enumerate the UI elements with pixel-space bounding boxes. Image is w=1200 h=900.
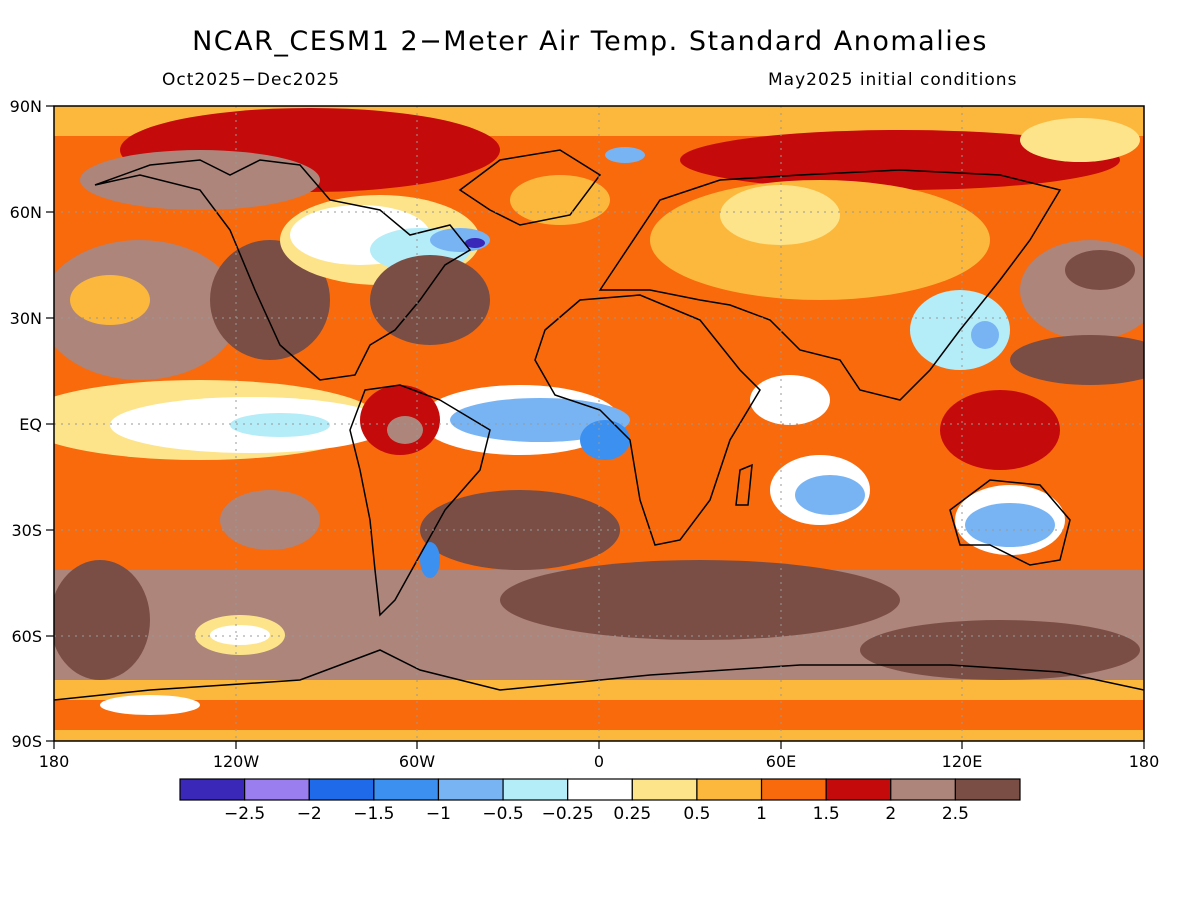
colorbar-swatch [308, 778, 375, 801]
colorbar-swatch [631, 778, 698, 801]
ne-pacific-anomaly [210, 240, 330, 360]
siberia-mild [720, 185, 840, 245]
lon-label-180w: 180 [39, 752, 70, 771]
lon-label-60e: 60E [766, 752, 796, 771]
colorbar-label: 0.5 [683, 804, 710, 824]
colorbar-label: 0.25 [613, 804, 651, 824]
africa-eurasia-coast [534, 294, 761, 546]
north-pacific-core [70, 275, 150, 325]
lon-label-120e: 120E [942, 752, 983, 771]
north-atlantic-warm [370, 255, 490, 345]
coastlines [54, 149, 1144, 701]
colorbar-swatch [437, 778, 504, 801]
lon-label-180e: 180 [1129, 752, 1160, 771]
east-china-core [971, 321, 999, 349]
map-title: NCAR_CESM1 2−Meter Air Temp. Standard An… [192, 26, 988, 57]
australia-coast [949, 479, 1071, 566]
colorbar-swatch [954, 778, 1021, 801]
lon-label-120w: 120W [213, 752, 260, 771]
ross-sea-neutral [100, 695, 200, 715]
tick-marks [46, 105, 1145, 749]
lat-label-90n: 90N [10, 97, 42, 116]
colorbar-label: 1.5 [813, 804, 840, 824]
south-indian-ocean-warm [500, 560, 900, 640]
colorbar-label: 2 [885, 804, 896, 824]
amazon-core [387, 416, 423, 444]
eurasia-coast [598, 169, 1062, 401]
colorbar-swatch [890, 778, 956, 801]
south-pacific-central [220, 490, 320, 550]
lon-labels: 180 120W 60W 0 60E 120E 180 [39, 752, 1160, 771]
colorbar-swatch [567, 778, 633, 801]
south-pacific-neutral [210, 625, 270, 645]
indian-ocean-cool [795, 475, 865, 515]
west-pacific-warm [1010, 335, 1144, 385]
nw-pacific-core [1065, 250, 1135, 290]
lon-label-60w: 60W [399, 752, 435, 771]
colorbar-swatch [825, 778, 892, 801]
alaska-anomaly [80, 150, 320, 210]
lat-label-90s: 90S [11, 732, 42, 751]
south-america-coast [349, 384, 491, 617]
lon-label-0: 0 [594, 752, 604, 771]
madagascar-coast [735, 463, 753, 506]
lat-label-60n: 60N [10, 203, 42, 222]
colorbar-swatch [179, 778, 246, 801]
equatorial-pacific-cool [230, 413, 330, 437]
north-pacific-anomaly [54, 240, 240, 380]
lat-label-60s: 60S [11, 627, 42, 646]
south-atlantic-warm [420, 490, 620, 570]
north-america-coast [94, 159, 472, 381]
arctic-cool-patch [1020, 118, 1140, 162]
lat-label-30s: 30S [11, 521, 42, 540]
colorbar-label: −0.25 [542, 804, 594, 824]
lat-label-eq: EQ [19, 415, 42, 434]
southern-ocean-core [860, 620, 1140, 680]
colorbar-swatch [373, 778, 440, 801]
south-pacific-west-warm [54, 560, 150, 680]
colorbar-swatch [502, 778, 569, 801]
antarctica-coast [54, 649, 1144, 701]
colorbar-swatch [696, 778, 763, 801]
colorbar-label: −0.5 [482, 804, 523, 824]
australia-cool [965, 503, 1055, 547]
colorbar-label: 2.5 [942, 804, 969, 824]
colorbar: −2.5 −2 −1.5 −1 −0.5 −0.25 0.25 0.5 1 1.5 2 2.5 [179, 778, 1021, 824]
gridlines [54, 106, 1144, 741]
argentina-coast-cool [420, 542, 440, 578]
colorbar-swatch [760, 778, 827, 801]
lat-label-30n: 30N [10, 309, 42, 328]
arabian-sea-neutral [750, 375, 830, 425]
colorbar-label: −1.5 [353, 804, 394, 824]
forecast-period: Oct2025−Dec2025 [162, 70, 341, 90]
greenland-anomaly [510, 175, 610, 225]
colorbar-label: −2 [297, 804, 322, 824]
colorbar-label: 1 [756, 804, 767, 824]
svalbard-cool [605, 147, 645, 163]
maritime-continent-warm [940, 390, 1060, 470]
gulf-of-guinea-cool [580, 420, 630, 460]
colorbar-label: −2.5 [224, 804, 265, 824]
colorbar-label: −1 [426, 804, 451, 824]
colorbar-swatch [244, 778, 310, 801]
initial-conditions: May2025 initial conditions [768, 70, 1018, 90]
labrador-sea-min [465, 238, 485, 248]
lat-labels: 90N 60N 30N EQ 30S 60S 90S [10, 97, 42, 751]
